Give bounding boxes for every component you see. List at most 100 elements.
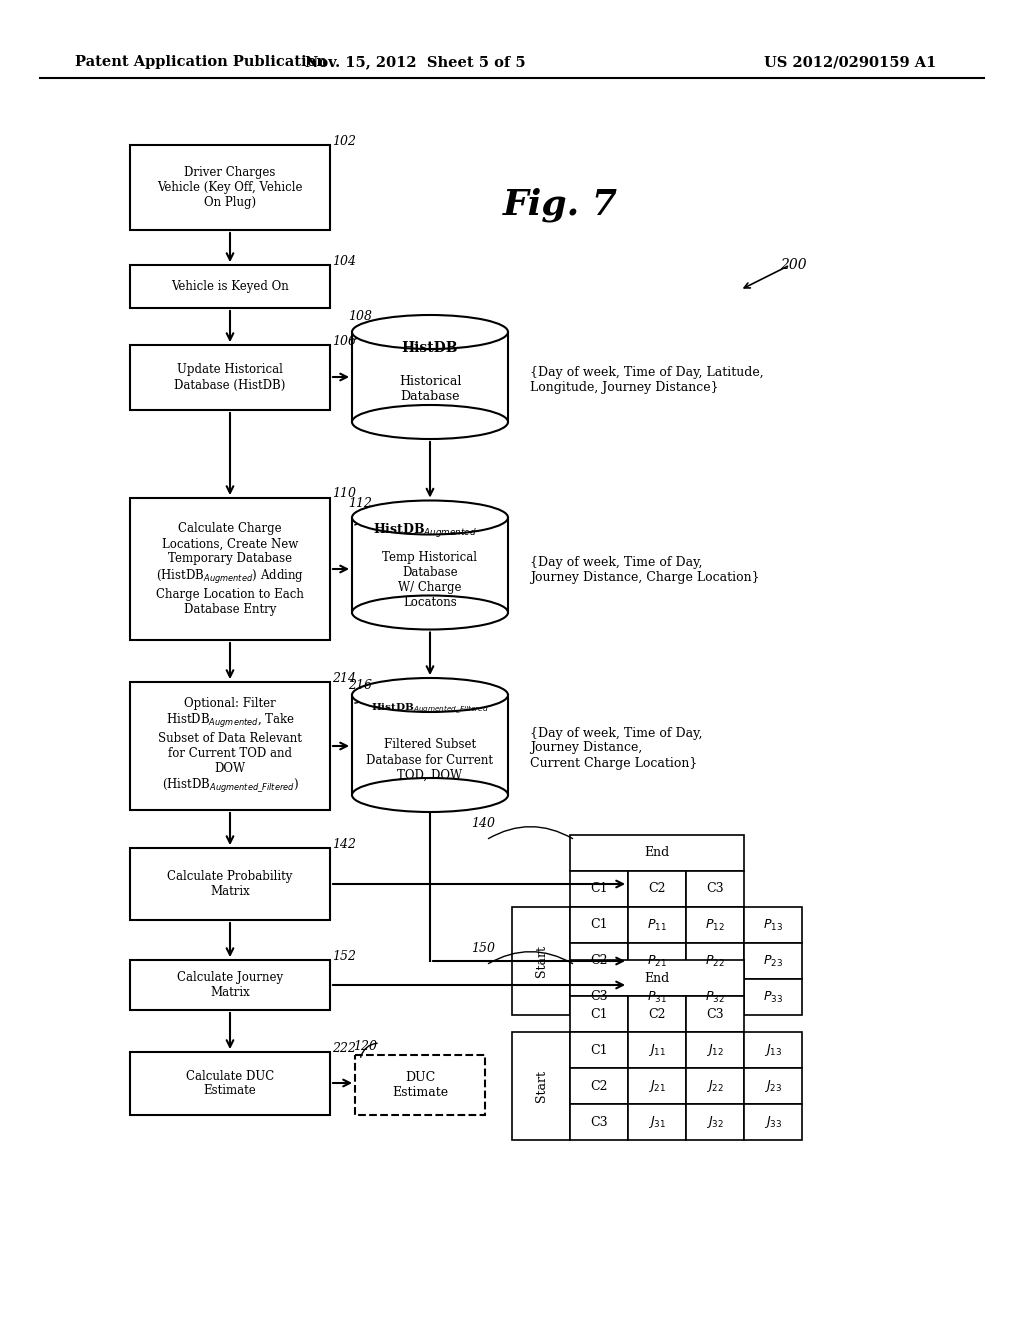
Text: 152: 152	[332, 950, 356, 964]
Bar	[628, 1104, 686, 1140]
Text: 108: 108	[348, 310, 372, 323]
Text: Temp Historical
Database
W/ Charge
Locatons: Temp Historical Database W/ Charge Locat…	[383, 550, 477, 609]
Text: $J_{33}$: $J_{33}$	[764, 1114, 782, 1130]
Text: C1: C1	[590, 883, 608, 895]
Bar	[570, 871, 628, 907]
Bar	[628, 1068, 686, 1104]
Bar	[512, 1032, 570, 1140]
Bar	[686, 997, 744, 1032]
Bar	[352, 517, 508, 612]
Text: Start: Start	[535, 1071, 548, 1102]
Text: Fig. 7: Fig. 7	[503, 187, 617, 222]
Bar	[570, 907, 628, 942]
Bar	[686, 1068, 744, 1104]
Text: End: End	[644, 972, 670, 985]
Bar	[744, 942, 802, 979]
Text: Calculate Probability
Matrix: Calculate Probability Matrix	[167, 870, 293, 898]
Bar	[512, 907, 570, 1015]
Text: $P_{33}$: $P_{33}$	[763, 990, 783, 1005]
Text: C2: C2	[648, 883, 666, 895]
Text: Filtered Subset
Database for Current
TOD, DOW: Filtered Subset Database for Current TOD…	[367, 738, 494, 781]
Text: Update Historical
Database (HistDB): Update Historical Database (HistDB)	[174, 363, 286, 392]
Text: 214: 214	[332, 672, 356, 685]
Text: {Day of week, Time of Day, Latitude,
Longitude, Journey Distance}: {Day of week, Time of Day, Latitude, Lon…	[530, 366, 764, 393]
Text: 150: 150	[471, 942, 495, 954]
Bar	[570, 942, 628, 979]
Text: C3: C3	[707, 1007, 724, 1020]
Text: Calculate DUC
Estimate: Calculate DUC Estimate	[186, 1069, 274, 1097]
Ellipse shape	[352, 500, 508, 535]
Text: C2: C2	[590, 954, 608, 968]
Ellipse shape	[352, 678, 508, 711]
Text: Start: Start	[535, 945, 548, 977]
Bar	[686, 1032, 744, 1068]
Bar	[628, 979, 686, 1015]
Bar	[744, 1068, 802, 1104]
Text: $P_{31}$: $P_{31}$	[647, 990, 667, 1005]
Bar	[686, 1104, 744, 1140]
Text: $J_{11}$: $J_{11}$	[648, 1041, 666, 1059]
Bar	[130, 498, 330, 640]
Bar	[686, 907, 744, 942]
Text: C2: C2	[590, 1080, 608, 1093]
Text: $J_{32}$: $J_{32}$	[706, 1114, 724, 1130]
Bar	[130, 960, 330, 1010]
Bar	[744, 1032, 802, 1068]
Text: $P_{22}$: $P_{22}$	[706, 953, 725, 969]
Text: 104: 104	[332, 255, 356, 268]
Bar	[130, 682, 330, 810]
Text: $P_{13}$: $P_{13}$	[763, 917, 783, 932]
Text: $J_{23}$: $J_{23}$	[764, 1078, 782, 1094]
Text: US 2012/0290159 A1: US 2012/0290159 A1	[764, 55, 936, 69]
Bar	[570, 979, 628, 1015]
Bar	[570, 1104, 628, 1140]
Bar	[744, 1104, 802, 1140]
Bar	[686, 942, 744, 979]
Text: $J_{31}$: $J_{31}$	[648, 1114, 666, 1130]
Bar	[744, 979, 802, 1015]
Bar	[744, 907, 802, 942]
Text: $P_{32}$: $P_{32}$	[706, 990, 725, 1005]
Text: DUC
Estimate: DUC Estimate	[392, 1071, 449, 1100]
Bar	[352, 696, 508, 795]
Bar	[130, 1052, 330, 1115]
Text: C3: C3	[707, 883, 724, 895]
Bar	[570, 960, 744, 997]
Bar	[686, 871, 744, 907]
Text: 120: 120	[353, 1040, 377, 1053]
Text: {Day of week, Time of Day,
Journey Distance, Charge Location}: {Day of week, Time of Day, Journey Dista…	[530, 556, 760, 583]
Text: $P_{23}$: $P_{23}$	[763, 953, 783, 969]
Bar	[130, 265, 330, 308]
Text: Calculate Charge
Locations, Create New
Temporary Database
(HistDB$_{Augmented}$): Calculate Charge Locations, Create New T…	[156, 523, 304, 615]
Bar	[570, 997, 628, 1032]
Text: HistDB$_{Augmented}$: HistDB$_{Augmented}$	[373, 523, 477, 540]
Text: C3: C3	[590, 1115, 608, 1129]
Ellipse shape	[352, 405, 508, 440]
Text: $P_{12}$: $P_{12}$	[706, 917, 725, 932]
Bar	[355, 1055, 485, 1115]
Ellipse shape	[352, 777, 508, 812]
Text: 112: 112	[348, 498, 372, 510]
Text: $P_{21}$: $P_{21}$	[647, 953, 667, 969]
Text: $J_{12}$: $J_{12}$	[706, 1041, 724, 1059]
Text: 106: 106	[332, 335, 356, 348]
Text: Patent Application Publication: Patent Application Publication	[75, 55, 327, 69]
Text: Optional: Filter
HistDB$_{Augmented}$, Take
Subset of Data Relevant
for Current : Optional: Filter HistDB$_{Augmented}$, T…	[158, 697, 302, 796]
Bar	[686, 979, 744, 1015]
Text: HistDB: HistDB	[401, 341, 459, 355]
Bar	[628, 1032, 686, 1068]
Bar	[628, 871, 686, 907]
Text: $J_{13}$: $J_{13}$	[764, 1041, 782, 1059]
Text: 222: 222	[332, 1041, 356, 1055]
Bar	[130, 847, 330, 920]
Bar	[570, 1068, 628, 1104]
Text: 200: 200	[780, 257, 807, 272]
Bar	[628, 997, 686, 1032]
Text: 142: 142	[332, 838, 356, 851]
Text: C1: C1	[590, 919, 608, 932]
Text: C2: C2	[648, 1007, 666, 1020]
Bar	[130, 145, 330, 230]
Text: {Day of week, Time of Day,
Journey Distance,
Current Charge Location}: {Day of week, Time of Day, Journey Dista…	[530, 726, 702, 770]
Text: 110: 110	[332, 487, 356, 500]
Text: C3: C3	[590, 990, 608, 1003]
